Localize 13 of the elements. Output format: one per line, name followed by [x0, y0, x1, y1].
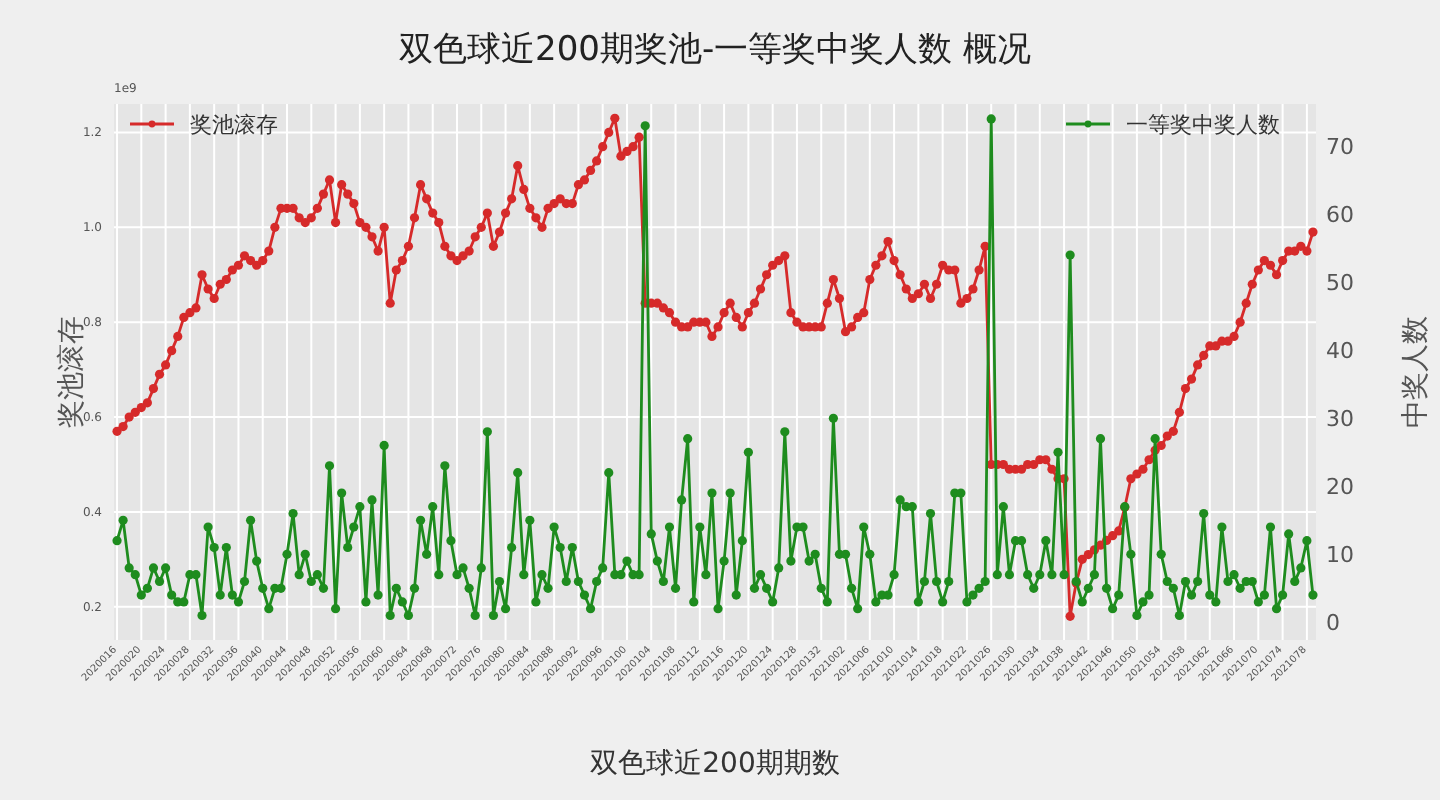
y2-tick-label: 0	[1326, 610, 1340, 637]
y2-tick-label: 40	[1326, 338, 1354, 365]
y2-axis-title: 中奖人数	[1400, 316, 1432, 428]
legend-label: 奖池滚存	[190, 112, 278, 138]
y2-tick-label: 60	[1326, 202, 1354, 229]
y2-tick-label: 50	[1326, 270, 1354, 297]
chart-title: 双色球近200期奖池-一等奖中奖人数 概况	[399, 30, 1031, 70]
legend-label: 一等奖中奖人数	[1126, 112, 1280, 138]
y2-tick-label: 30	[1326, 406, 1354, 433]
y2-tick-label: 20	[1326, 474, 1354, 501]
x-axis-title: 双色球近200期期数	[590, 748, 840, 780]
y2-tick-label: 70	[1326, 134, 1354, 161]
y2-tick-label: 10	[1326, 542, 1354, 569]
